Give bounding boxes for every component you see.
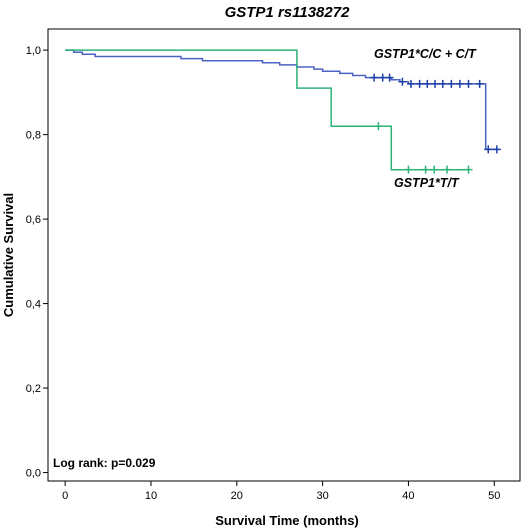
censor-mark: [370, 73, 379, 82]
censor-mark: [447, 79, 456, 88]
plot-frame: [47, 28, 521, 482]
series-layer: [65, 49, 501, 174]
x-tick-label: 10: [145, 490, 157, 502]
series-line-0: [65, 49, 499, 151]
x-tick-label: 20: [231, 490, 243, 502]
x-tick-label: 40: [402, 490, 414, 502]
censor-mark: [484, 145, 493, 154]
censor-mark: [398, 77, 407, 86]
censor-mark: [430, 165, 439, 174]
y-axis: 0,0 0,2 0,4 0,6 0,8 1,0: [26, 45, 48, 480]
censor-mark: [415, 79, 424, 88]
censor-mark: [455, 79, 464, 88]
censor-mark: [421, 165, 430, 174]
censor-mark: [378, 73, 387, 82]
series-label-tt: GSTP1*T/T: [394, 176, 460, 190]
y-tick-label: 0,2: [26, 383, 41, 395]
y-tick-label: 0,6: [26, 214, 41, 226]
y-tick-label: 0,8: [26, 130, 41, 142]
x-tick-label: 30: [316, 490, 328, 502]
censor-mark: [407, 79, 416, 88]
series-line-1: [65, 49, 469, 171]
x-tick-label: 50: [488, 490, 500, 502]
censor-mark: [438, 79, 447, 88]
censor-mark: [443, 165, 452, 174]
chart-title: GSTP1 rs1138272: [225, 4, 350, 21]
censor-mark: [492, 145, 501, 154]
y-tick-label: 1,0: [26, 45, 41, 57]
censor-mark: [464, 79, 473, 88]
censor-mark: [374, 122, 383, 131]
censor-mark: [385, 73, 394, 82]
censor-mark: [431, 79, 440, 88]
x-axis-label: Survival Time (months): [215, 513, 359, 528]
x-tick-label: 0: [62, 490, 68, 502]
y-tick-label: 0,0: [26, 468, 41, 480]
censor-mark: [423, 79, 432, 88]
censor-mark: [464, 165, 473, 174]
x-axis: 0 10 20 30 40 50: [62, 481, 500, 502]
censor-mark: [404, 165, 413, 174]
series-label-cc-ct: GSTP1*C/C + C/T: [374, 47, 477, 61]
censor-mark: [475, 79, 484, 88]
y-tick-label: 0,4: [26, 299, 41, 311]
log-rank-annotation: Log rank: p=0.029: [53, 456, 156, 470]
y-axis-label: Cumulative Survival: [1, 193, 16, 317]
